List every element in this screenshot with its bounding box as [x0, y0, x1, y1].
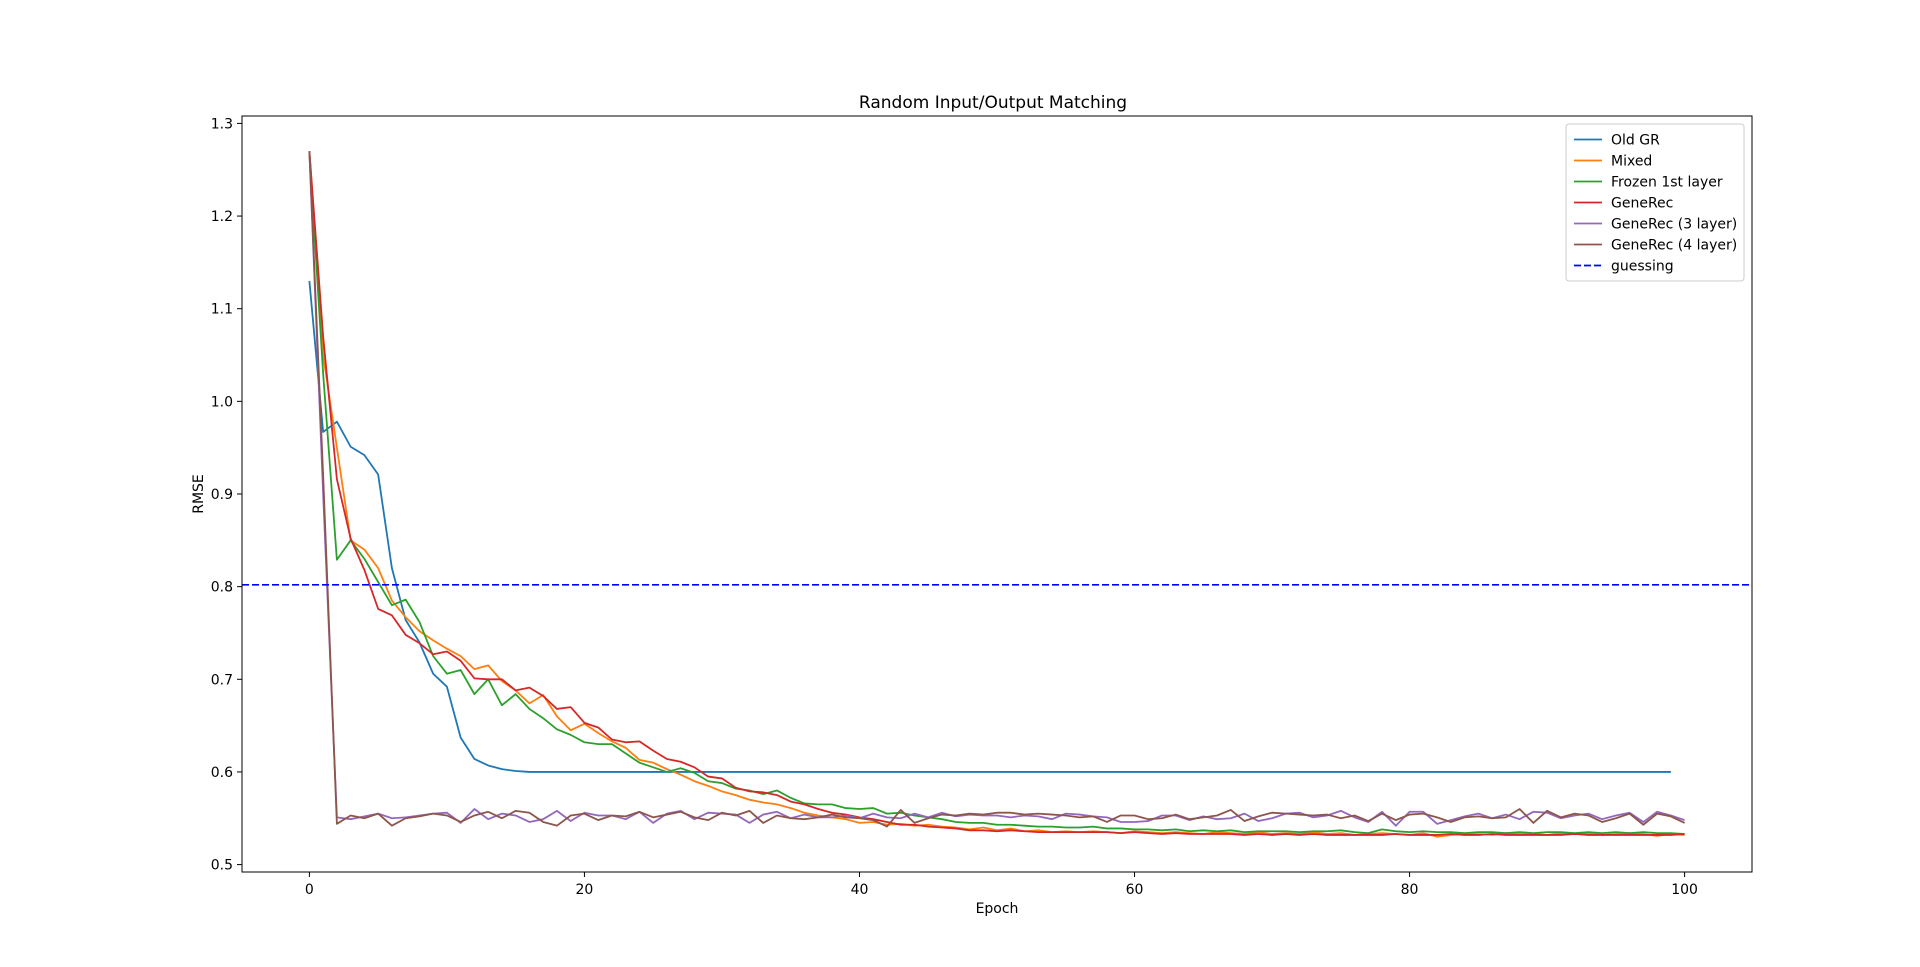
y-tick-label: 1.1	[211, 302, 233, 318]
y-tick-label: 0.6	[211, 765, 233, 781]
legend-label-mixed: Mixed	[1611, 154, 1652, 170]
series-line-generec	[308, 151, 1685, 836]
y-tick-label: 1.2	[211, 209, 233, 225]
y-tick-label: 0.5	[211, 858, 233, 874]
y-tick-label: 1.3	[211, 116, 233, 132]
legend-label-old-gr: Old GR	[1611, 133, 1660, 149]
x-tick-label: 100	[1671, 882, 1698, 898]
plot-area-frame	[241, 115, 1753, 873]
legend-label-generec: GeneRec	[1611, 196, 1673, 212]
x-axis-ticks: 0 20 40 60 80 100	[305, 872, 1698, 898]
legend: Old GR Mixed Frozen 1st layer GeneRec GeneRe…	[1565, 123, 1745, 282]
y-tick-label: 0.9	[211, 487, 233, 503]
y-axis-label: RMSE	[191, 474, 207, 514]
y-tick-label: 0.8	[211, 580, 233, 596]
legend-box	[1565, 123, 1745, 282]
series-layer	[242, 151, 1752, 838]
series-line-frozen-1st-layer	[308, 151, 1685, 835]
x-tick-label: 60	[1126, 882, 1144, 898]
chart-title: Random Input/Output Matching	[859, 93, 1127, 113]
legend-label-frozen-1st-layer: Frozen 1st layer	[1611, 175, 1723, 191]
y-axis-ticks: 0.5 0.6 0.7 0.8 0.9 1.0 1.1 1.2 1.3	[211, 116, 242, 874]
y-tick-label: 1.0	[211, 394, 233, 410]
y-tick-label: 0.7	[211, 672, 233, 688]
series-line-generec-4-layer	[308, 151, 1685, 828]
x-tick-label: 0	[305, 882, 314, 898]
legend-label-generec-4-layer: GeneRec (4 layer)	[1611, 238, 1737, 254]
series-line-mixed	[308, 151, 1685, 838]
series-line-old-gr	[308, 280, 1671, 773]
series-line-generec-3-layer	[308, 151, 1685, 827]
legend-label-guessing: guessing	[1611, 259, 1674, 275]
legend-label-generec-3-layer: GeneRec (3 layer)	[1611, 217, 1737, 233]
x-tick-label: 20	[576, 882, 594, 898]
x-axis-label: Epoch	[976, 901, 1019, 917]
x-tick-label: 40	[851, 882, 869, 898]
x-tick-label: 80	[1401, 882, 1419, 898]
